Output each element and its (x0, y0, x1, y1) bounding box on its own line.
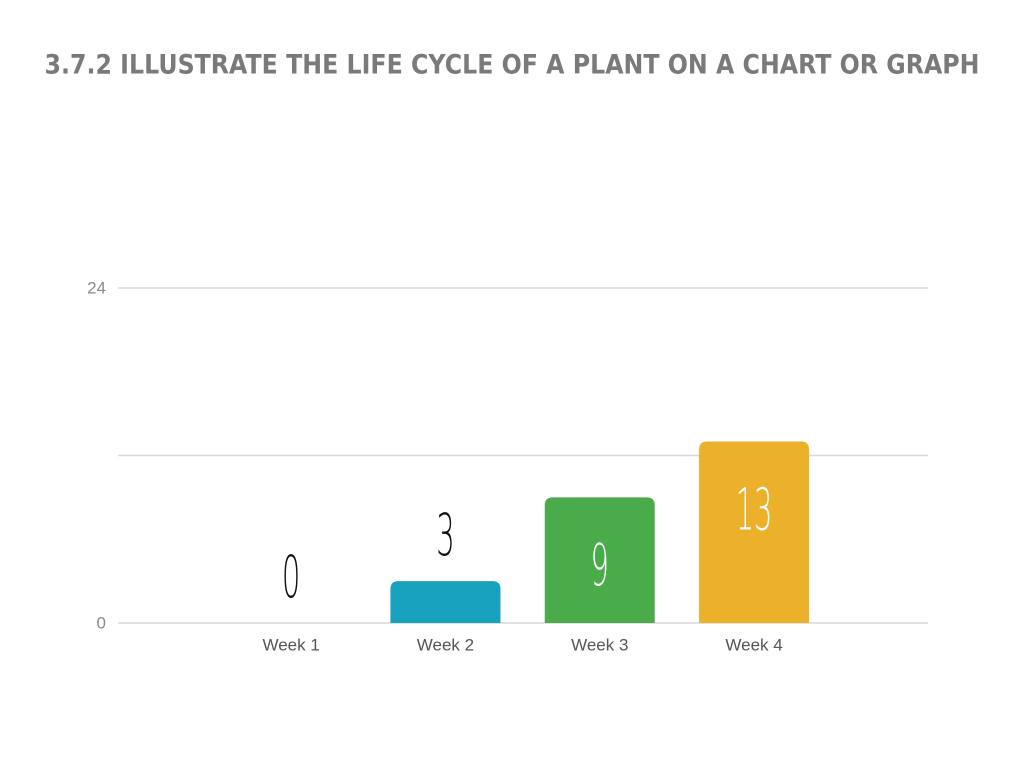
value-label: 0 (282, 542, 300, 610)
bar (544, 497, 655, 623)
y-tick-label: 0 (97, 613, 106, 632)
x-tick-label: Week 4 (725, 635, 782, 654)
x-tick-label: Week 1 (262, 635, 319, 654)
x-tick-label: Week 3 (571, 635, 628, 654)
bar (699, 441, 810, 623)
bar (390, 581, 501, 623)
value-label: 3 (436, 501, 454, 569)
value-label: 9 (591, 531, 609, 599)
value-label: 13 (736, 475, 773, 543)
chart-title: 3.7.2 ILLUSTRATE THE LIFE CYCLE OF A PLA… (45, 50, 980, 81)
y-tick-label: 24 (87, 278, 106, 297)
x-tick-label: Week 2 (417, 635, 474, 654)
